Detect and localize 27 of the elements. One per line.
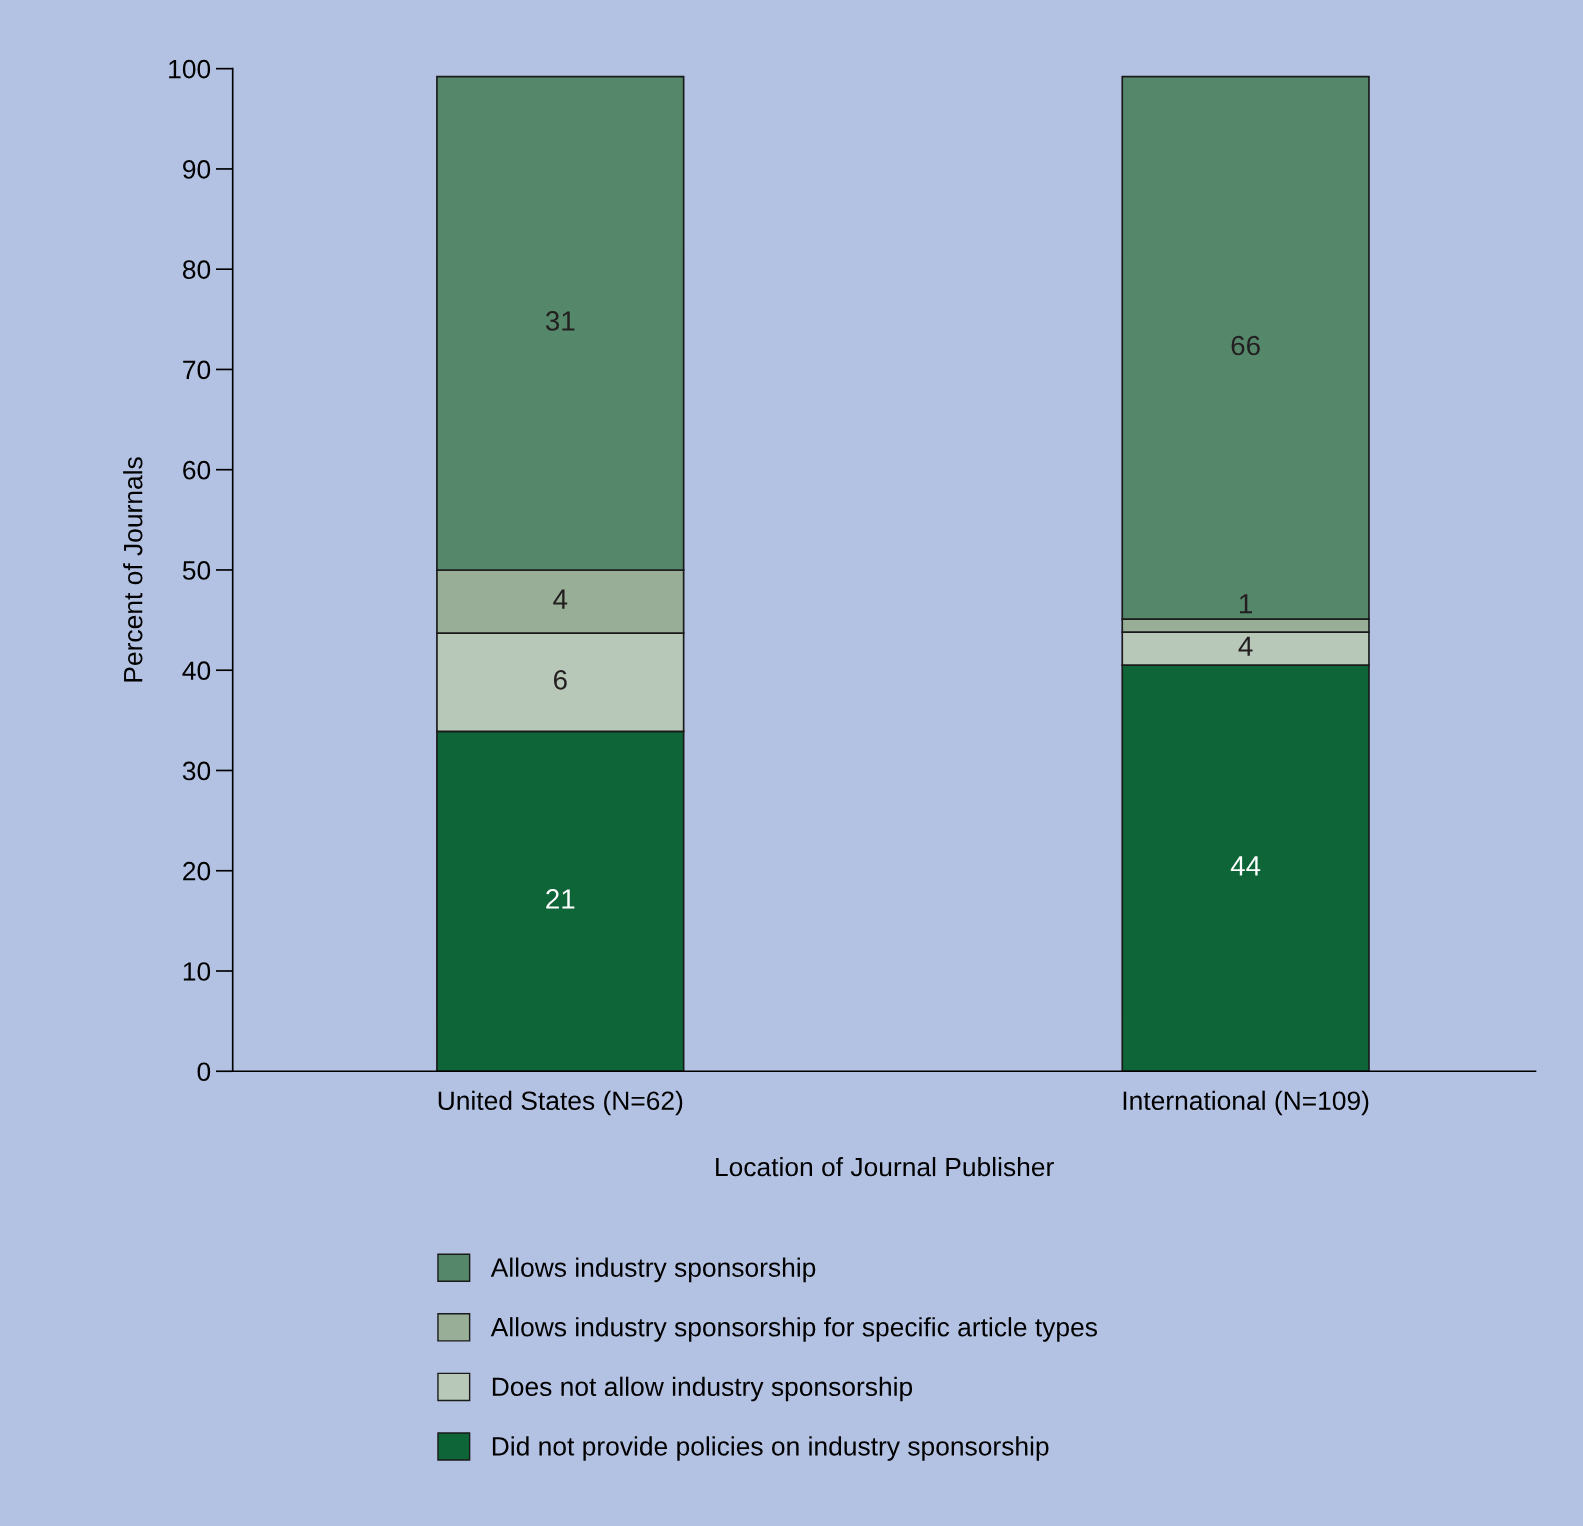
- legend-label: Allows industry sponsorship: [490, 1257, 816, 1283]
- annotation: 6: [553, 670, 567, 690]
- annotation: 31: [545, 311, 575, 331]
- annotation: 1: [1240, 594, 1252, 614]
- legend-label: Allows industry sponsorship for specific article types: [490, 1317, 1097, 1342]
- y-tick-label: 60: [183, 460, 211, 480]
- annotation: 21: [546, 889, 575, 909]
- annotation: 4: [1238, 636, 1253, 656]
- y-tick-label: 40: [182, 661, 211, 681]
- y-tick-label: 100: [169, 59, 211, 79]
- y-tick-label: 90: [183, 160, 211, 179]
- x-tick-label: United States (N=62): [438, 1090, 683, 1116]
- y-tick-label: 70: [183, 360, 211, 380]
- legend-label: Does not allow industry sponsorship: [492, 1376, 913, 1402]
- annotation: 66: [1231, 335, 1260, 356]
- annotation: 4: [553, 589, 568, 609]
- y-tick-label: 50: [182, 561, 211, 580]
- y-tick-label: 80: [182, 260, 211, 280]
- legend-label: Did not provide policies on industry sponsorship: [492, 1436, 1049, 1461]
- annotation: 44: [1230, 856, 1261, 876]
- y-tick-label: 30: [182, 761, 211, 781]
- y-tick-label: 20: [183, 861, 211, 881]
- y-tick-label: 0: [197, 1062, 211, 1082]
- x-axis-title: Location of Journal Publisher: [716, 1156, 1054, 1177]
- y-axis-title: Percent of Journals: [123, 457, 143, 682]
- x-tick-label: International (N=109): [1123, 1090, 1369, 1116]
- y-tick-label: 10: [183, 962, 211, 981]
